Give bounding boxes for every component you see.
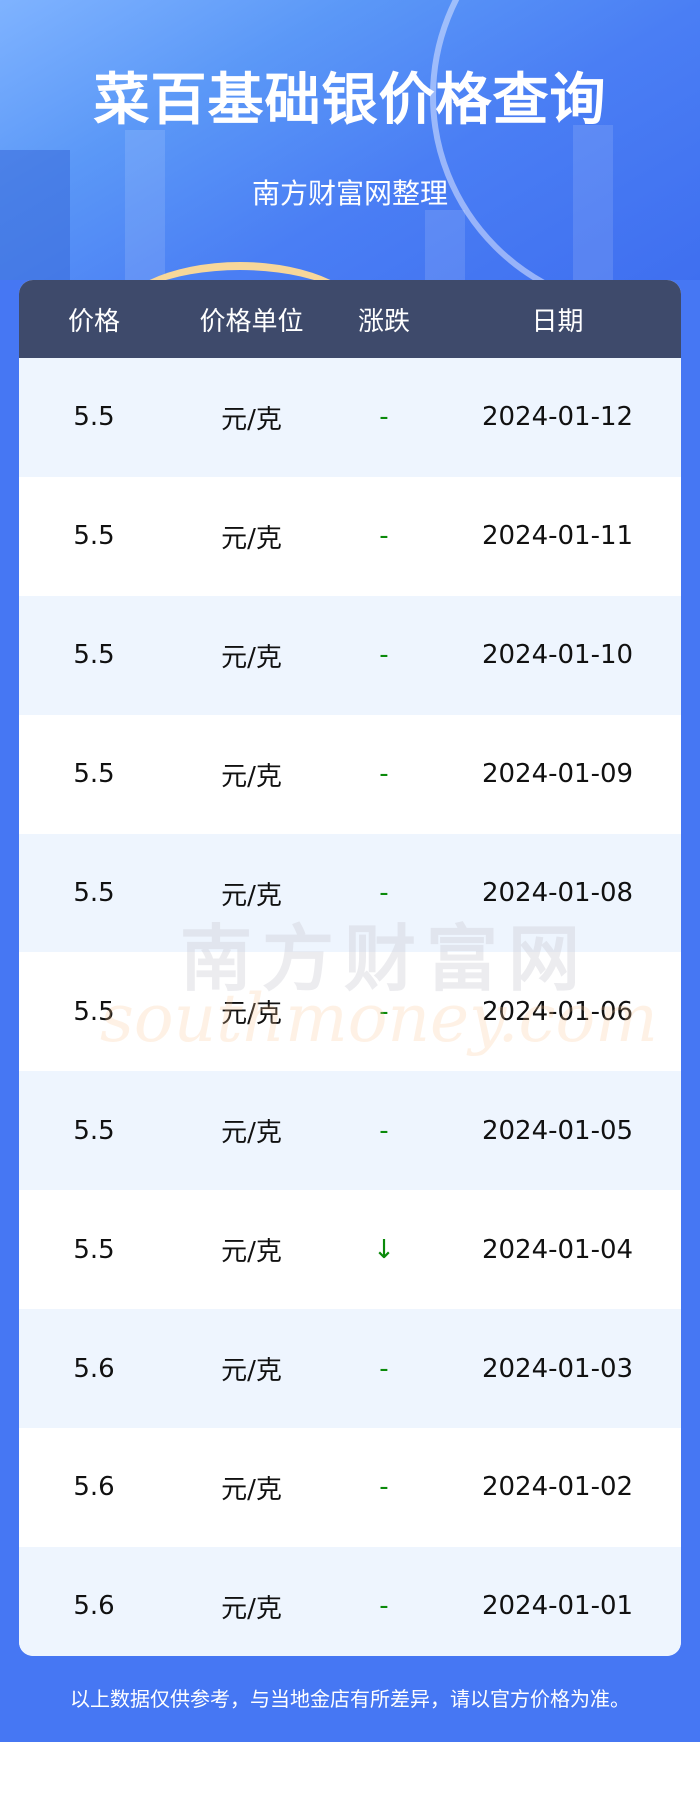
cell-unit: 元/克 (221, 1237, 282, 1268)
table-row: 5.6 元/克 - 2024-01-03 (19, 1309, 681, 1429)
cell-date: 2024-01-02 (481, 1472, 634, 1503)
cell-date: 2024-01-11 (481, 521, 634, 552)
decorative-arc (110, 262, 370, 280)
cell-date: 2024-01-12 (481, 402, 634, 433)
table-row: 5.5 元/克 ↓ 2024-01-04 (19, 1190, 681, 1310)
cell-date: 2024-01-04 (481, 1234, 634, 1265)
cell-price: 5.5 (73, 996, 115, 1027)
column-header-change: 涨跌 (357, 306, 410, 337)
cell-price: 5.5 (73, 521, 115, 552)
cell-date: 2024-01-03 (481, 1353, 634, 1384)
cell-change: - (379, 1472, 389, 1503)
table-row: 5.5 元/克 - 2024-01-11 (19, 476, 681, 596)
decorative-ring (430, 0, 700, 280)
cell-date: 2024-01-08 (481, 878, 634, 908)
cell-change: - (379, 521, 389, 552)
cell-change: - (379, 1353, 389, 1384)
page-subtitle: 南方财富网整理 (251, 177, 448, 210)
cell-unit: 元/克 (221, 642, 282, 673)
cell-date: 2024-01-05 (481, 1115, 634, 1146)
cell-price: 5.5 (73, 759, 115, 790)
cell-change: - (379, 1115, 389, 1146)
cell-change: - (379, 640, 389, 671)
cell-change: - (379, 996, 389, 1027)
cell-unit: 元/克 (221, 1356, 282, 1387)
disclaimer: 以上数据仅供参考，与当地金店有所差异，请以官方价格为准。 (70, 1687, 630, 1711)
cell-change: - (379, 402, 389, 433)
cell-price: 5.6 (73, 1472, 115, 1503)
table-row: 5.6 元/克 - 2024-01-01 (19, 1546, 681, 1656)
decorative-building (0, 150, 70, 280)
cell-price: 5.5 (73, 1234, 115, 1265)
cell-date: 2024-01-09 (481, 759, 634, 790)
cell-unit: 元/克 (221, 1118, 282, 1149)
table-row: 5.6 元/克 - 2024-01-02 (19, 1428, 681, 1547)
cell-unit: 元/克 (221, 999, 282, 1030)
cell-date: 2024-01-06 (481, 996, 634, 1027)
table-row: 5.5 元/克 - 2024-01-06 (19, 952, 681, 1072)
decorative-pillar (573, 125, 613, 280)
cell-price: 5.5 (73, 402, 115, 433)
cell-change: - (379, 1591, 389, 1622)
column-header-date: 日期 (531, 306, 584, 337)
hero-banner: 菜百基础银价格查询 南方财富网整理 (0, 0, 700, 280)
cell-unit: 元/克 (221, 523, 282, 554)
price-table: 价格 价格单位 涨跌 日期 5.5 元/克 - 2024-01-12 5.5 元/克 - 20… (19, 280, 681, 1656)
table-body: 5.5 元/克 - 2024-01-12 5.5 元/克 - 2024-01-11 5.5 元/克… (19, 358, 681, 1656)
table-row: 5.5 元/克 - 2024-01-08 (19, 833, 681, 953)
table-row: 5.5 元/克 - 2024-01-09 (19, 714, 681, 834)
cell-price: 5.5 (73, 640, 115, 671)
table-row: 5.5 元/克 - 2024-01-05 (19, 1071, 681, 1191)
table-header: 价格 价格单位 涨跌 日期 (19, 280, 681, 358)
column-header-price: 价格 (67, 306, 120, 337)
table-row: 5.5 元/克 - 2024-01-10 (19, 595, 681, 715)
cell-unit: 元/克 (221, 404, 282, 435)
cell-date: 2024-01-10 (481, 640, 634, 671)
column-header-unit: 价格单位 (199, 306, 304, 337)
decorative-pillar (125, 130, 165, 280)
cell-change: - (379, 878, 389, 908)
table-row: 5.5 元/克 - 2024-01-12 (19, 358, 681, 477)
cell-price: 5.6 (73, 1591, 115, 1622)
cell-date: 2024-01-01 (481, 1591, 634, 1622)
cell-price: 5.5 (73, 878, 115, 908)
cell-change: ↓ (373, 1234, 395, 1265)
page-title: 菜百基础银价格查询 (93, 68, 607, 133)
cell-unit: 元/克 (221, 761, 282, 792)
cell-unit: 元/克 (221, 880, 282, 911)
cell-unit: 元/克 (221, 1593, 282, 1624)
cell-price: 5.6 (73, 1353, 115, 1384)
cell-unit: 元/克 (221, 1474, 282, 1505)
cell-price: 5.5 (73, 1115, 115, 1146)
cell-change: - (379, 759, 389, 790)
decorative-pillar (425, 210, 465, 280)
